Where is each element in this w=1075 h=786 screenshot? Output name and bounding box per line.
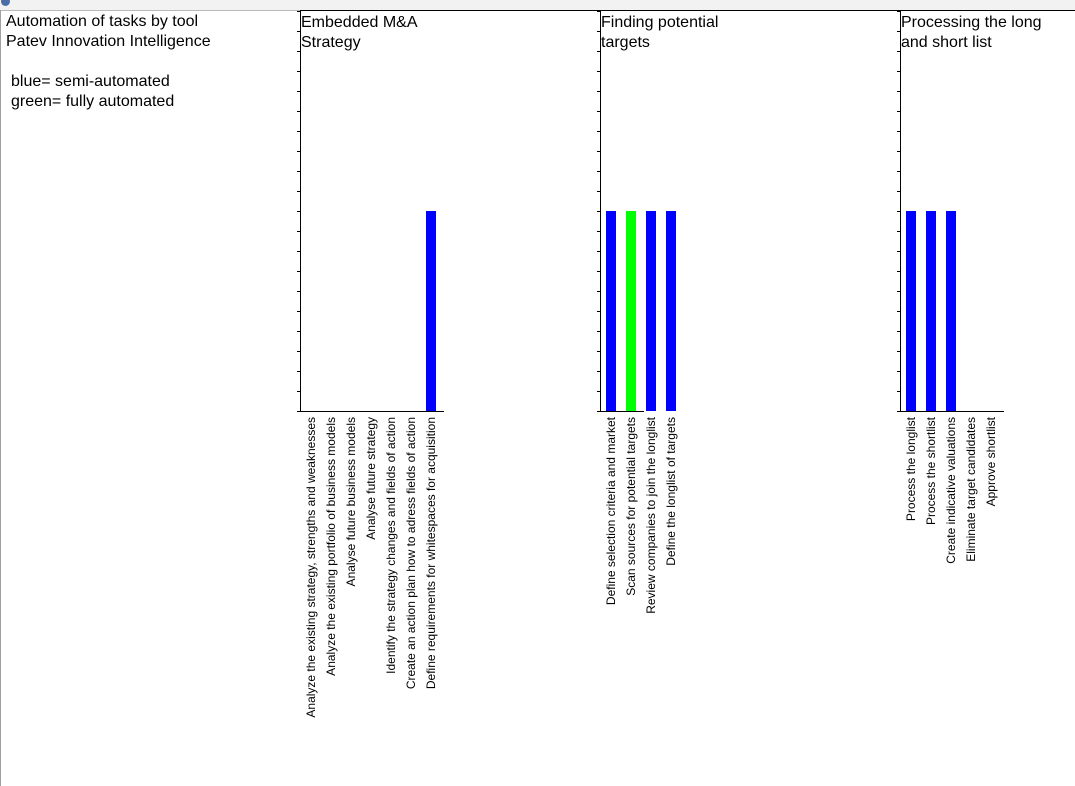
legend-key-green: green= fully automated — [11, 93, 175, 110]
window-left-border — [0, 10, 1, 786]
chart-title-line: and short list — [901, 34, 992, 51]
category-label: Define the longlist of targets — [664, 417, 678, 566]
category-label: Analyse future strategy — [364, 417, 378, 540]
bar — [426, 211, 436, 411]
bar — [906, 211, 916, 411]
legend-key-blue: blue= semi-automated — [11, 73, 170, 90]
category-label: Eliminate target candidates — [964, 417, 978, 562]
category-label: Create an action plan how to adress fiel… — [404, 417, 418, 689]
bar — [626, 211, 636, 411]
bar — [926, 211, 936, 411]
category-label: Define requirements for whitespaces for … — [424, 417, 438, 689]
category-label: Review companies to join the longlist — [644, 416, 658, 613]
bar — [946, 211, 956, 411]
category-label: Process the longlist — [904, 416, 918, 521]
category-label: Scan sources for potential targets — [624, 417, 638, 596]
chart-title-line: Embedded M&A — [301, 14, 418, 31]
bar — [666, 211, 676, 411]
chart-title-line: Finding potential — [601, 14, 718, 31]
bar — [606, 211, 616, 411]
legend-title-line-1: Automation of tasks by tool — [6, 13, 199, 30]
category-label: Define selection criteria and market — [604, 416, 618, 605]
chart-title-line: targets — [601, 34, 650, 51]
category-label: Analyze the existing strategy, strengths… — [304, 417, 318, 718]
category-label: Approve shortlist — [984, 416, 998, 506]
legend-panel: Automation of tasks by tool Patev Innova… — [6, 12, 211, 112]
bar — [646, 211, 656, 411]
app-icon — [1, 0, 10, 6]
chart-title-line: Processing the long — [901, 14, 1042, 31]
category-label: Analyse future business models — [344, 417, 358, 586]
chart-title-line: Strategy — [301, 34, 361, 51]
category-label: Identify the strategy changes and fields… — [384, 417, 398, 674]
category-label: Analyze the existing portfolio of busine… — [324, 417, 338, 676]
legend-title-line-2: Patev Innovation Intelligence — [6, 33, 211, 50]
category-label: Create indicative valuations — [944, 417, 958, 564]
category-label: Process the shortlist — [924, 416, 938, 525]
